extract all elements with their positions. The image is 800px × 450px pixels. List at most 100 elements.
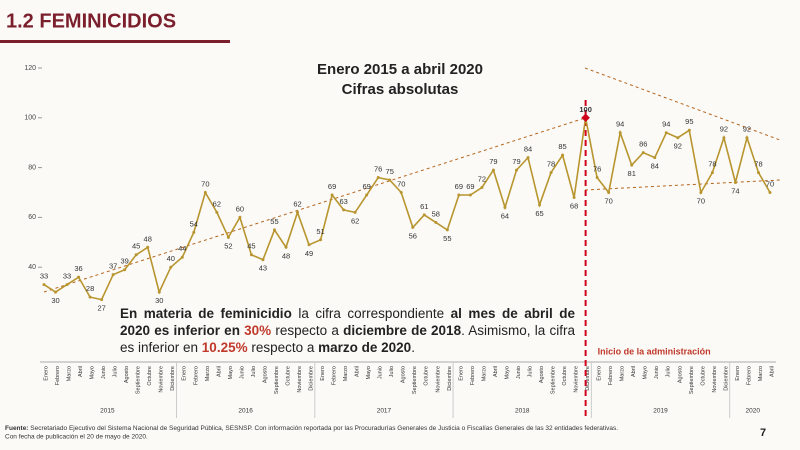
data-label: 92 <box>720 125 728 134</box>
x-tick-label: Marzo <box>620 366 626 381</box>
data-point <box>42 283 46 287</box>
x-tick-label: Diciembre <box>447 366 453 391</box>
x-tick-label: Septiembre <box>551 366 557 394</box>
data-point <box>733 181 737 185</box>
data-label: 33 <box>63 272 71 281</box>
data-label: 48 <box>282 251 290 260</box>
data-label: 81 <box>628 169 636 178</box>
data-point <box>284 245 288 249</box>
x-tick-label: Marzo <box>343 366 349 381</box>
data-point <box>353 210 357 214</box>
x-tick-label: Octubre <box>285 366 291 386</box>
y-tick-label: 120 <box>24 65 36 72</box>
y-tick-label: 100 <box>24 115 36 122</box>
x-tick-label: Septiembre <box>136 366 142 394</box>
data-point <box>618 131 622 135</box>
data-point <box>111 273 115 277</box>
x-tick-label: Mayo <box>366 366 372 379</box>
x-tick-label: Julio <box>113 366 119 377</box>
data-label: 78 <box>708 160 716 169</box>
data-label: 95 <box>685 117 693 126</box>
data-point <box>319 238 323 242</box>
x-tick-label: Diciembre <box>170 366 176 391</box>
data-point <box>503 205 507 209</box>
x-tick-label: Marzo <box>481 366 487 381</box>
data-label: 60 <box>236 204 244 213</box>
x-tick-label: Noviembre <box>712 366 718 393</box>
data-label: 79 <box>489 157 497 166</box>
data-label: 62 <box>351 216 359 225</box>
year-label: 2016 <box>238 408 253 415</box>
data-point <box>768 191 772 194</box>
data-label: 69 <box>455 182 463 191</box>
data-label: 68 <box>570 201 578 210</box>
data-point <box>226 235 230 239</box>
data-label: 78 <box>754 160 762 169</box>
footnote-label: Fuente: <box>5 425 28 432</box>
data-point <box>180 255 184 259</box>
data-label: 86 <box>639 140 647 149</box>
data-label: 78 <box>547 160 555 169</box>
data-label: 92 <box>743 125 751 134</box>
data-label: 70 <box>766 179 774 188</box>
x-tick-label: Febrero <box>55 366 61 385</box>
data-point <box>307 243 311 247</box>
data-point <box>607 191 611 194</box>
data-point <box>595 176 599 180</box>
data-label: 30 <box>51 296 59 305</box>
data-point <box>722 136 726 140</box>
x-tick-label: Agosto <box>539 366 545 383</box>
data-label: 79 <box>512 157 520 166</box>
data-point <box>399 191 403 194</box>
data-label: 85 <box>558 142 566 151</box>
data-point <box>146 245 150 249</box>
data-point <box>77 275 81 279</box>
x-tick-label: Enero <box>458 366 464 381</box>
x-tick-label: Octubre <box>147 366 153 386</box>
data-point <box>561 153 565 157</box>
data-point <box>388 178 392 182</box>
data-point <box>261 258 265 262</box>
x-tick-label: Febrero <box>332 366 338 385</box>
data-label: 84 <box>524 145 532 154</box>
data-label: 52 <box>224 241 232 250</box>
x-tick-label: Septiembre <box>412 366 418 394</box>
x-tick-label: Junio <box>516 366 522 379</box>
year-label: 2019 <box>653 408 668 415</box>
footnote: Fuente: Secretariado Ejecutivo del Siste… <box>5 425 618 432</box>
footnote-text: Secretariado Ejecutivo del Sistema Nacio… <box>30 425 618 432</box>
paragraph-segment: 10.25% <box>201 340 248 355</box>
data-label: 55 <box>270 217 278 226</box>
data-point <box>422 213 426 217</box>
data-point <box>468 193 472 197</box>
chart-subtitle: Cifras absolutas <box>342 81 459 98</box>
data-label: 74 <box>731 187 739 196</box>
data-label: 76 <box>374 165 382 174</box>
series-line <box>43 117 771 301</box>
trend-line <box>43 117 586 293</box>
paragraph-segment: la cifra correspondiente <box>291 306 451 321</box>
data-label: 30 <box>155 296 163 305</box>
paragraph-segment: diciembre de 2018 <box>343 323 462 338</box>
trend-line <box>584 179 781 191</box>
data-point <box>699 191 703 194</box>
data-point <box>100 298 104 302</box>
x-tick-label: Febrero <box>193 366 199 385</box>
data-label: 39 <box>120 257 128 266</box>
data-label: 70 <box>397 179 405 188</box>
data-label: 36 <box>74 264 82 273</box>
paragraph-segment: marzo de 2020 <box>318 340 412 355</box>
data-label: 75 <box>386 167 394 176</box>
data-label: 48 <box>144 234 152 243</box>
y-tick-label: 80 <box>28 164 36 171</box>
data-label: 55 <box>443 234 451 243</box>
x-tick-label: Junio <box>378 366 384 379</box>
data-label: 44 <box>178 244 186 253</box>
data-point <box>376 176 380 180</box>
x-tick-label: Noviembre <box>435 366 441 393</box>
data-label: 45 <box>247 242 255 251</box>
data-label: 69 <box>466 182 474 191</box>
data-point <box>342 208 346 212</box>
paragraph-segment: 30% <box>239 323 272 338</box>
data-label: 76 <box>593 165 601 174</box>
